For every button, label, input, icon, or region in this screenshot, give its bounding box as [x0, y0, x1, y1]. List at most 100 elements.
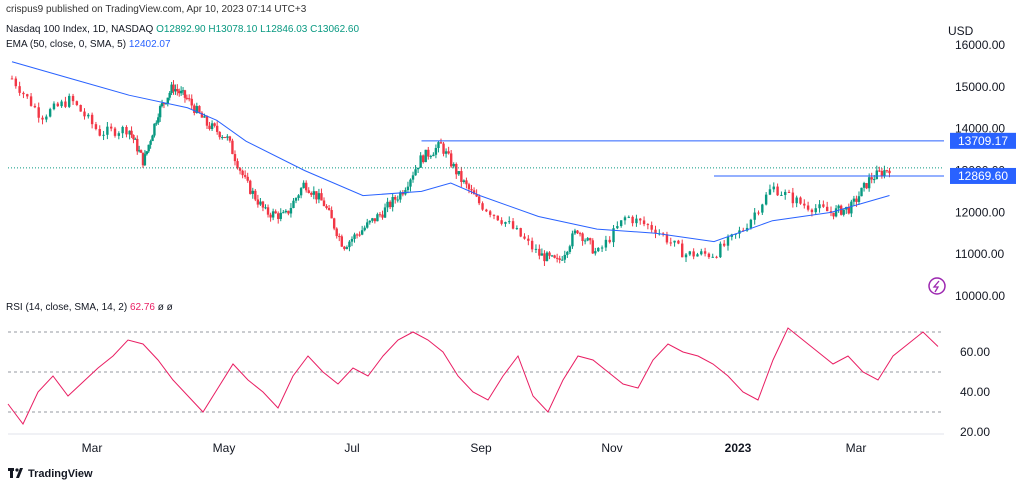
candle-body [550, 255, 554, 257]
candle-body [586, 238, 589, 241]
candle-body [98, 129, 101, 136]
candle-body [102, 134, 105, 136]
time-tick-label: Mar [82, 441, 103, 455]
candle-body [787, 191, 791, 193]
candle-body [604, 239, 608, 248]
candle-body [457, 171, 461, 175]
candle-body [467, 184, 471, 190]
candle-body [583, 240, 587, 242]
candle-body [492, 214, 496, 216]
candle-body [711, 256, 714, 258]
candle-body [29, 96, 33, 106]
time-tick-label: Nov [601, 441, 622, 455]
candle-body [358, 234, 361, 236]
rsi-plot [7, 327, 944, 425]
publisher-caption: crispus9 published on TradingView.com, A… [6, 4, 307, 15]
tradingview-logo-icon [8, 467, 24, 481]
candle-body [722, 243, 726, 246]
candle-body [814, 208, 817, 213]
candle-body [64, 101, 67, 107]
candle-body [862, 183, 866, 188]
candle-body [749, 219, 753, 228]
candle-body [857, 196, 861, 202]
candle-body [650, 225, 653, 230]
candle-body [555, 257, 559, 259]
candle-body [566, 251, 569, 255]
candle-body [48, 109, 52, 117]
candle-body [243, 175, 247, 177]
candle-body [383, 207, 387, 218]
candle-body [571, 233, 574, 247]
candle-body [231, 140, 234, 155]
candle-body [136, 138, 139, 152]
candle-body [553, 255, 556, 258]
candle-body [688, 251, 692, 255]
candle-body [178, 91, 181, 94]
candle-body [90, 114, 94, 125]
candle-body [145, 151, 149, 155]
candle-body [355, 234, 359, 236]
candle-body [780, 194, 783, 196]
candle-body [619, 220, 623, 227]
candle-body [447, 151, 450, 154]
candle-body [218, 131, 221, 138]
candle-body [18, 86, 21, 93]
candle-body [527, 238, 530, 241]
price-tick-label: 11000.00 [955, 247, 1004, 261]
candle-body [208, 125, 211, 130]
candle-body [515, 228, 519, 230]
candle-body [304, 182, 308, 191]
candle-body [60, 101, 63, 107]
candle-body [761, 204, 764, 213]
ema-value: 12402.07 [128, 39, 171, 50]
candle-body [68, 95, 71, 107]
candle-body [350, 238, 354, 242]
candle-body [465, 180, 468, 185]
candle-body [719, 243, 722, 258]
candle-body [627, 216, 630, 218]
candle-body [883, 170, 886, 177]
alert-icon[interactable] [928, 277, 946, 295]
candle-body [327, 208, 331, 210]
candle-body [340, 236, 344, 247]
candle-body [850, 201, 853, 214]
candle-body [302, 182, 305, 189]
candle-body [419, 155, 422, 168]
candle-body [183, 90, 187, 98]
candle-body [233, 154, 237, 162]
candle-body [561, 259, 564, 261]
candle-body [726, 236, 730, 246]
candle-body [174, 89, 177, 92]
candle-body [130, 130, 133, 135]
candle-body [170, 84, 173, 93]
candle-body [684, 254, 688, 258]
candle-body [348, 241, 351, 248]
time-tick-label: Mar [846, 441, 867, 455]
candle-body [414, 169, 417, 176]
rsi-line [7, 327, 939, 425]
candle-body [616, 226, 619, 229]
candle-body [181, 90, 185, 92]
candle-body [391, 197, 394, 208]
candle-body [289, 207, 293, 214]
candle-body [200, 112, 204, 118]
candle-body [56, 103, 59, 107]
candle-body [312, 191, 316, 195]
candle-body [753, 212, 756, 220]
candle-body [865, 183, 868, 189]
candle-body [322, 200, 326, 207]
candle-body [134, 138, 137, 140]
candle-body [799, 197, 802, 204]
candle-body [460, 171, 463, 182]
candle-body [249, 180, 252, 194]
price-label-box [950, 132, 1016, 149]
candle-body [386, 201, 389, 208]
price-label-box [950, 167, 1016, 184]
candle-body [548, 252, 551, 256]
candle-body [52, 103, 56, 110]
candle-body [282, 212, 285, 214]
candle-body [149, 141, 152, 145]
candle-body [366, 222, 369, 228]
candle-body [839, 205, 843, 215]
